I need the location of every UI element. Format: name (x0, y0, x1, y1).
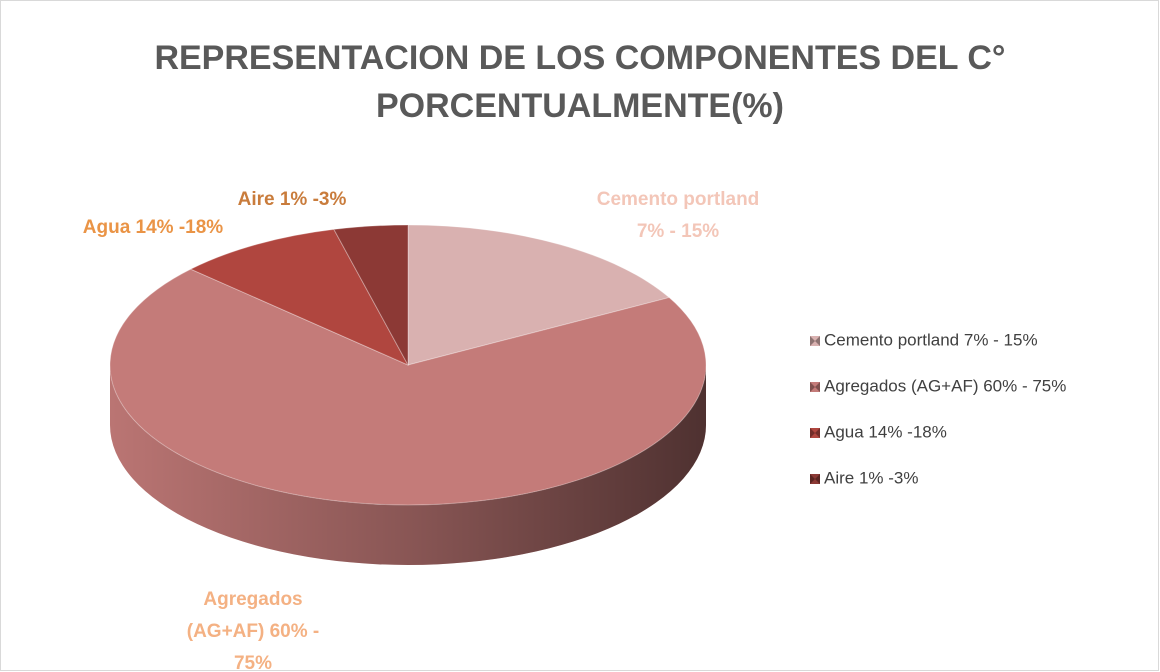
slice (189, 228, 410, 367)
data-label: Aire 1% -3% (238, 189, 347, 210)
legend-swatch-shade (810, 336, 820, 346)
data-label: Agregados (AG+AF) 60% -75% (187, 589, 320, 672)
legend-swatch-shade (810, 428, 820, 438)
legend-label: Aire 1% -3% (824, 468, 918, 487)
legend-label: Agua 14% -18% (824, 422, 947, 441)
slice (109, 268, 707, 506)
slice-side-shade (110, 365, 706, 565)
legend-swatch (810, 382, 820, 392)
data-label: Agua 14% -18% (83, 217, 224, 238)
legend-swatch-shade (810, 474, 820, 484)
slice (333, 224, 409, 366)
legend-swatch (810, 474, 820, 484)
legend-swatch (810, 336, 820, 346)
legend-label: Agregados (AG+AF) 60% - 75% (824, 376, 1066, 395)
legend-swatch (810, 428, 820, 438)
legend-swatch-shade (810, 382, 820, 392)
chart-title: REPRESENTACION DE LOS COMPONENTES DEL C°… (154, 39, 1005, 125)
slice (407, 224, 671, 366)
legend-label: Cemento portland 7% - 15% (824, 330, 1038, 349)
data-label: Cemento portland 7% - 15% (597, 189, 760, 242)
